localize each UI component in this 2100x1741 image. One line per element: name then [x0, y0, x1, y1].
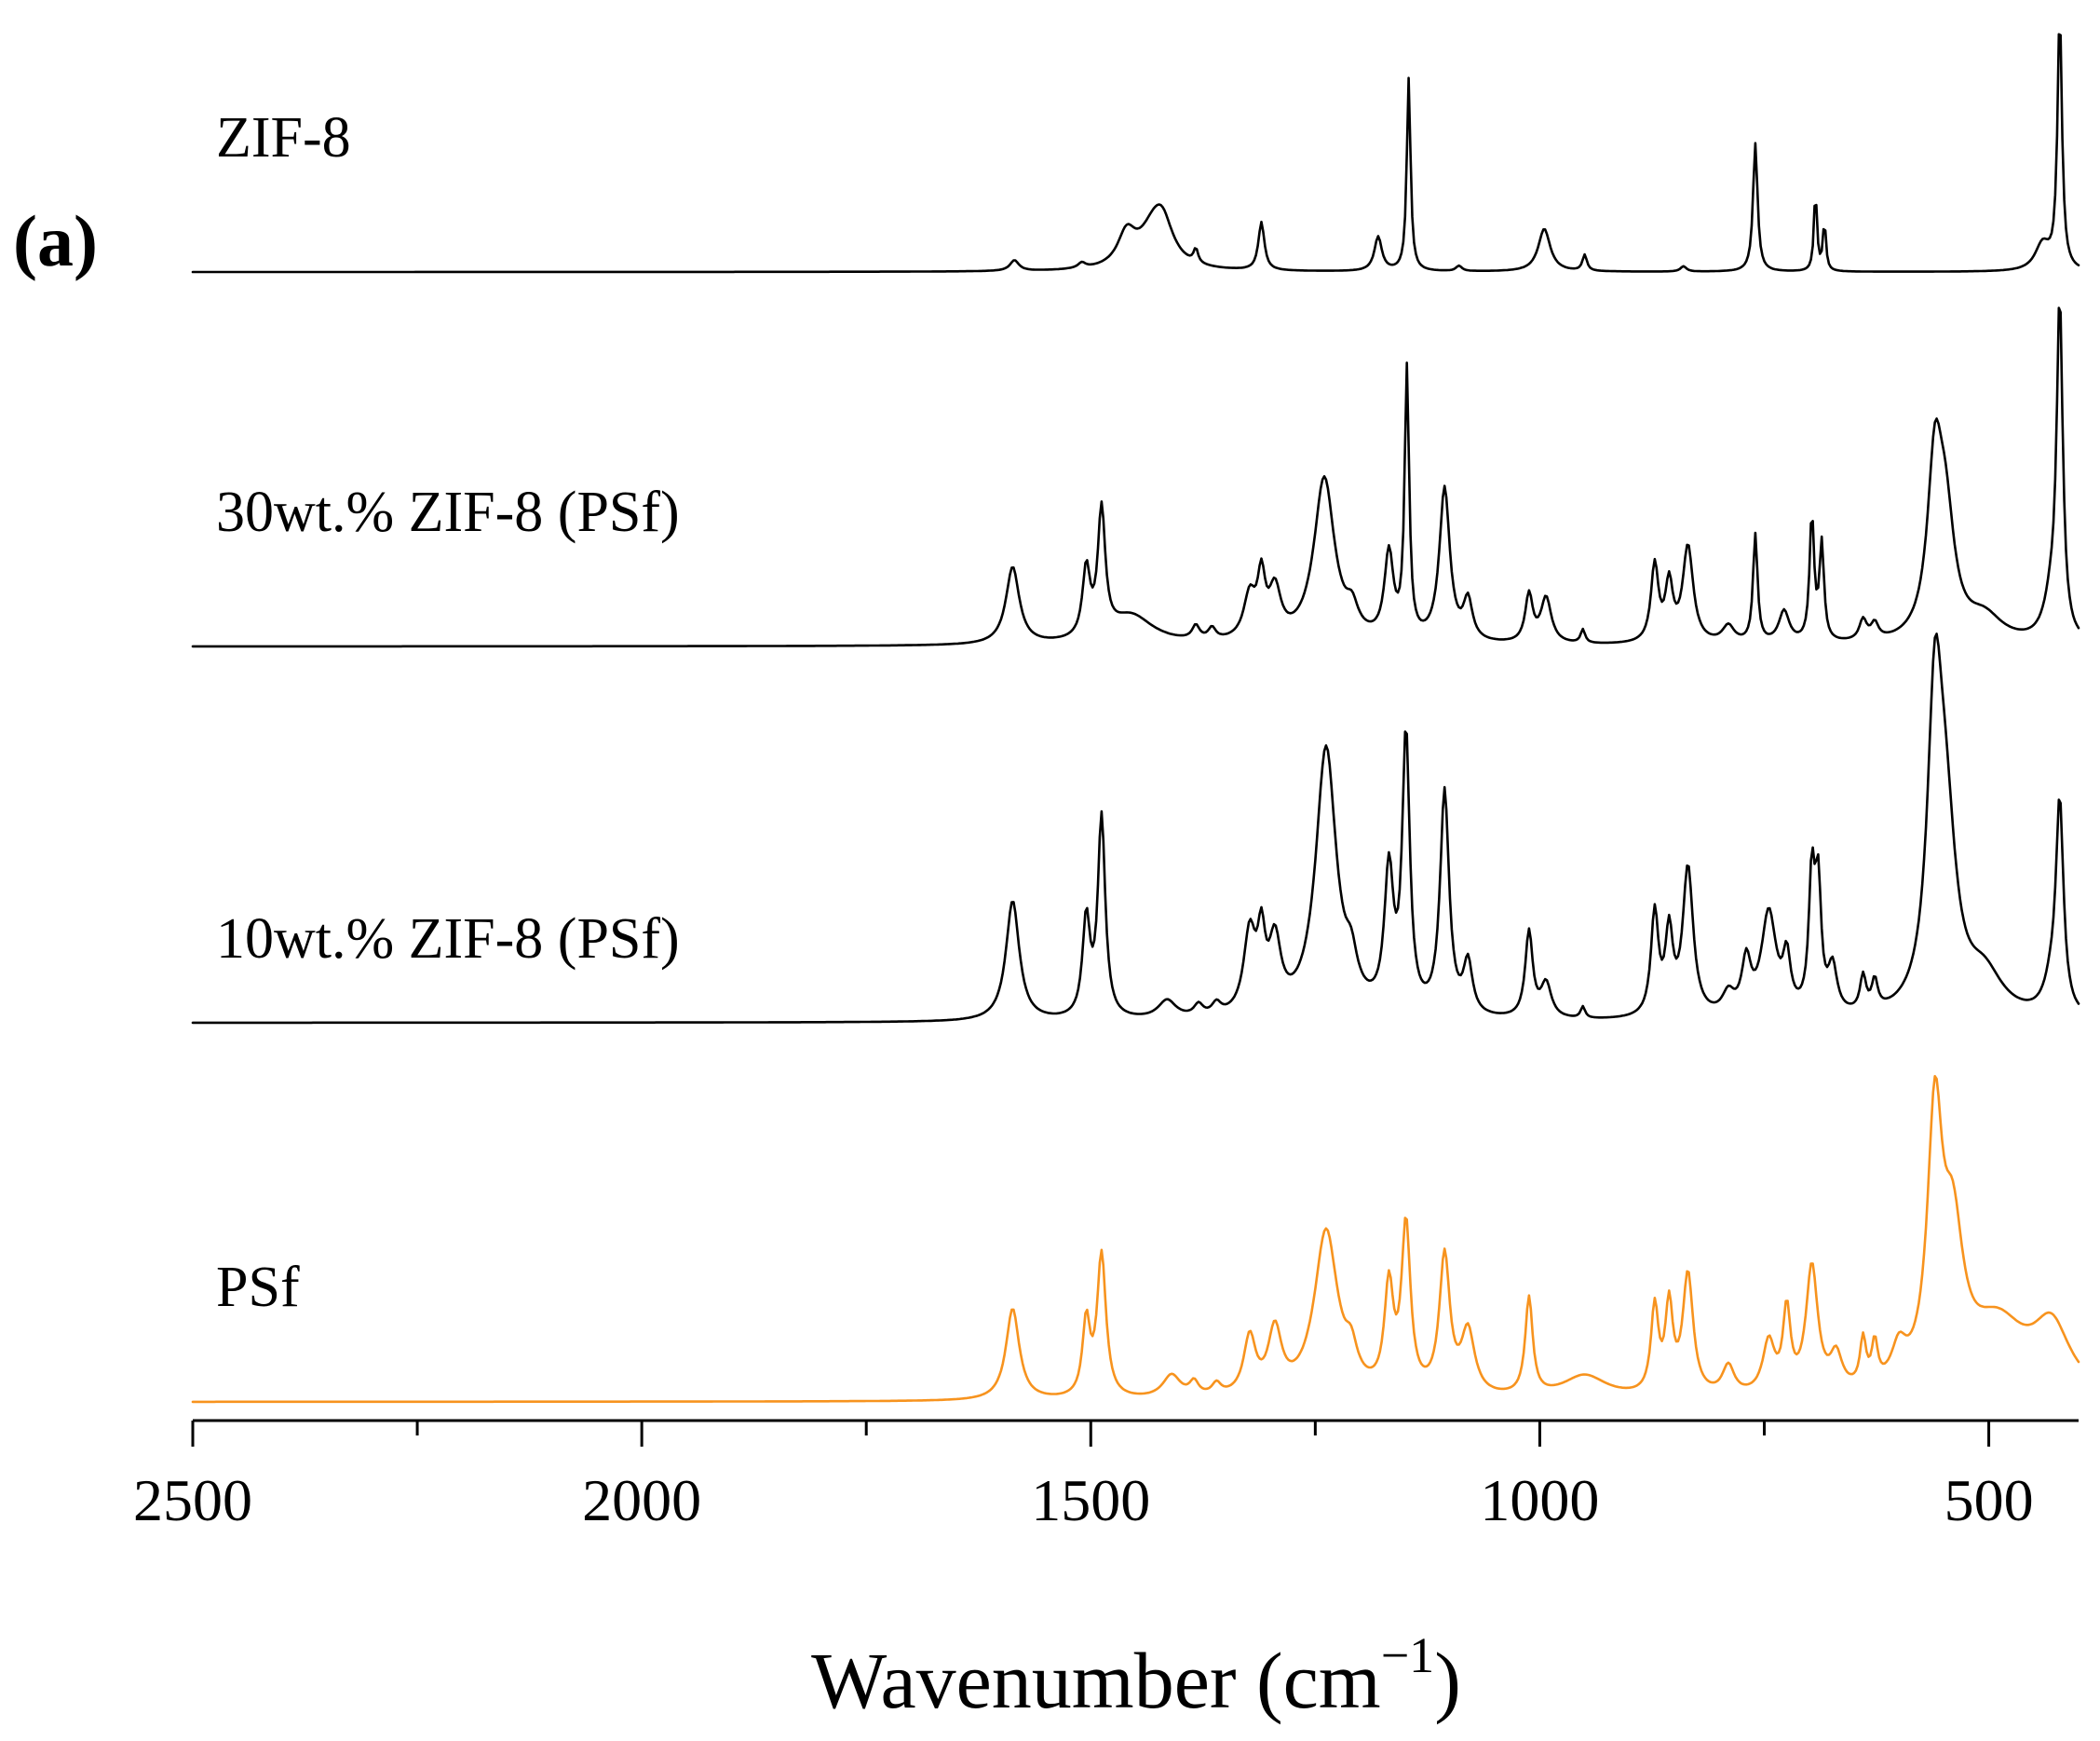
x-tick-label-2500: 2500 — [133, 1467, 252, 1533]
x-tick-label-500: 500 — [1944, 1467, 2034, 1533]
series-label-psf: PSf — [216, 1256, 300, 1319]
series-label-zif-8: ZIF-8 — [216, 106, 351, 170]
spectrum-line-psf — [193, 1076, 2079, 1402]
chart-svg: (a) ZIF-8 30wt.% ZIF-8 (PSf) 10wt.% ZIF-8 … — [0, 0, 2100, 1741]
x-tick-label-1500: 1500 — [1031, 1467, 1150, 1533]
spectrum-line-30wt-zif-8-psf — [193, 308, 2079, 646]
x-ticks: 2500 2000 1500 1000 500 — [133, 1421, 2034, 1533]
x-tick-label-1000: 1000 — [1480, 1467, 1599, 1533]
series-labels: ZIF-8 30wt.% ZIF-8 (PSf) 10wt.% ZIF-8 (PSf… — [216, 106, 680, 1319]
ftir-chart: (a) ZIF-8 30wt.% ZIF-8 (PSf) 10wt.% ZIF-8 … — [0, 0, 2100, 1741]
spectrum-line-zif-8 — [193, 34, 2079, 272]
x-tick-label-2000: 2000 — [582, 1467, 701, 1533]
spectra-group — [193, 34, 2079, 1402]
series-label-10wt-zif-8-psf: 10wt.% ZIF-8 (PSf) — [216, 907, 680, 971]
x-axis-title: Wavenumber (cm−1) — [811, 1627, 1461, 1725]
series-label-30wt-zif-8-psf: 30wt.% ZIF-8 (PSf) — [216, 481, 680, 544]
panel-label: (a) — [13, 200, 98, 281]
